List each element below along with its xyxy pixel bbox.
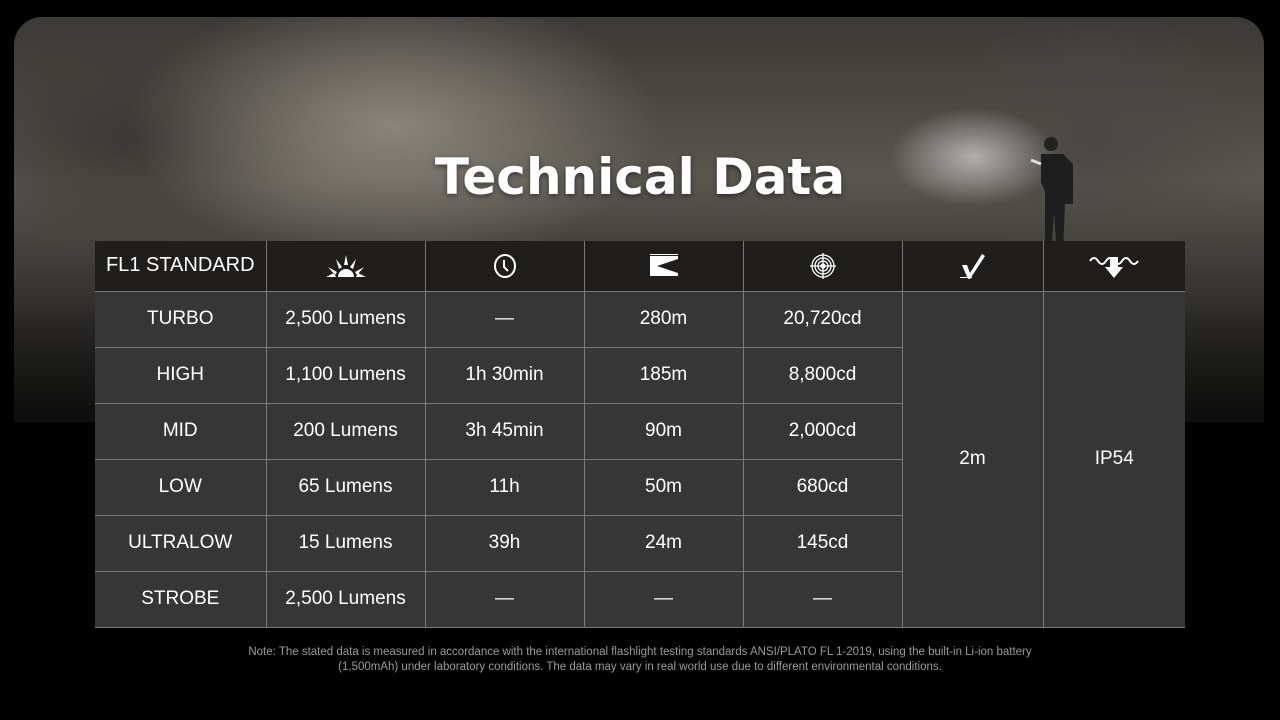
distance-cell: 280m [583, 290, 744, 348]
intensity-cell: 680cd [742, 458, 902, 516]
table-row: MID 200 Lumens 3h 45min 90m 2,000cd [95, 402, 1185, 460]
runtime-cell: — [424, 570, 585, 628]
runtime-cell: 1h 30min [424, 346, 585, 404]
waterproof-cell: IP54 [1042, 290, 1185, 628]
intensity-cell: 20,720cd [742, 290, 903, 348]
table-row: ULTRALOW 15 Lumens 39h 24m 145cd [95, 514, 1185, 572]
table-row: TURBO 2,500 Lumens — 280m 20,720cd 2m IP… [95, 290, 1185, 628]
brightness-icon [325, 254, 366, 277]
table-row: STROBE 2,500 Lumens — — — [95, 570, 1185, 628]
runtime-cell: 39h [424, 514, 585, 572]
model-name: FL1 STANDARD [95, 241, 267, 292]
mode-cell: ULTRALOW [95, 514, 267, 572]
table-row: HIGH 1,100 Lumens 1h 30min 185m 8,800cd [95, 346, 1185, 404]
intensity-cell: — [742, 570, 902, 628]
distance-cell: — [583, 570, 744, 628]
mode-cell: STROBE [95, 570, 267, 628]
impact-cell: 2m [901, 290, 1044, 628]
runtime-cell: — [424, 290, 585, 348]
mode-cell: LOW [95, 458, 267, 516]
waterproof-icon [1089, 256, 1140, 278]
output-cell: 2,500 Lumens [265, 290, 426, 348]
header-row: FL1 STANDARD [95, 241, 1185, 292]
beam-distance-icon [649, 253, 678, 276]
runtime-cell: 3h 45min [424, 402, 585, 460]
footnote: Note: The stated data is measured in acc… [0, 645, 1280, 675]
runtime-cell: 11h [424, 458, 585, 516]
output-cell: 15 Lumens [265, 514, 426, 572]
distance-cell: 90m [583, 402, 744, 460]
footnote-line: Note: The stated data is measured in acc… [248, 646, 1032, 658]
output-cell: 1,100 Lumens [265, 346, 426, 404]
output-cell: 65 Lumens [265, 458, 426, 516]
intensity-cell: 145cd [742, 514, 902, 572]
impact-resistance-icon [959, 253, 985, 279]
distance-cell: 185m [583, 346, 744, 404]
page-title: Technical Data [434, 148, 846, 206]
spec-table: FL1 STANDARD TURBO 2,500 Lumens — 280m 2… [95, 241, 1185, 628]
distance-cell: 50m [583, 458, 744, 516]
footnote-line: (1,500mAh) under laboratory conditions. … [338, 661, 942, 673]
distance-cell: 24m [583, 514, 744, 572]
mode-cell: TURBO [95, 290, 267, 348]
intensity-cell: 8,800cd [742, 346, 902, 404]
mode-cell: MID [95, 402, 267, 460]
intensity-target-icon [809, 252, 836, 279]
output-cell: 200 Lumens [265, 402, 426, 460]
mode-cell: HIGH [95, 346, 267, 404]
output-cell: 2,500 Lumens [265, 570, 426, 628]
intensity-cell: 2,000cd [742, 402, 902, 460]
hiker-silhouette [1030, 137, 1073, 254]
runtime-clock-icon [493, 253, 516, 278]
